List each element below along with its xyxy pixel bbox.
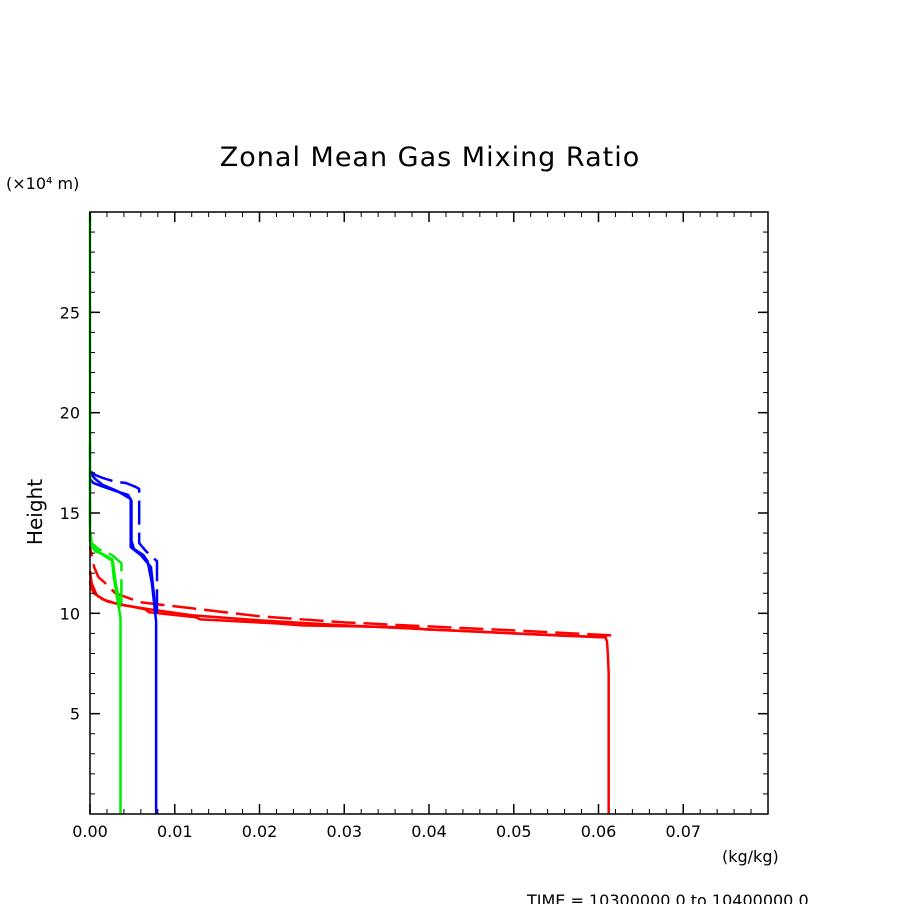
series-line-5 (89, 472, 157, 608)
y-tick-label-3: 20 (60, 404, 80, 423)
x-tick-label-3: 0.03 (326, 822, 362, 841)
x-tick-label-7: 0.07 (665, 822, 701, 841)
series-line-1 (88, 581, 610, 814)
series-line-3 (88, 546, 612, 637)
x-unit-label: (kg/kg) (722, 847, 779, 866)
y-tick-label-4: 25 (60, 303, 80, 322)
x-tick-label-2: 0.02 (242, 822, 278, 841)
x-tick-label-4: 0.04 (411, 822, 447, 841)
y-tick-label-1: 10 (60, 604, 80, 623)
series-line-2 (88, 571, 608, 639)
series-line-9 (88, 442, 123, 604)
x-tick-label-1: 0.01 (157, 822, 193, 841)
series-line-4 (89, 478, 158, 814)
x-tick-label-0: 0.00 (72, 822, 108, 841)
chart-title: Zonal Mean Gas Mixing Ratio (220, 142, 640, 173)
y-tick-label-0: 5 (70, 705, 80, 724)
x-tick-label-6: 0.06 (581, 822, 617, 841)
plot-frame (89, 211, 769, 815)
series-line-8 (88, 540, 122, 608)
y-unit-label: (×10⁴ m) (6, 174, 79, 193)
time-range-label: TIME = 10300000.0 to 10400000.0 (526, 891, 809, 904)
y-tick-label-2: 15 (60, 504, 80, 523)
series-line-6 (89, 469, 159, 614)
series-layer (88, 212, 612, 814)
x-tick-label-5: 0.05 (496, 822, 532, 841)
tick-layer: 0.00 0.01 0.02 0.03 0.04 0.05 0.06 0.07 5 10 15 20 2… (60, 211, 769, 841)
y-axis-label: Height (23, 479, 47, 545)
